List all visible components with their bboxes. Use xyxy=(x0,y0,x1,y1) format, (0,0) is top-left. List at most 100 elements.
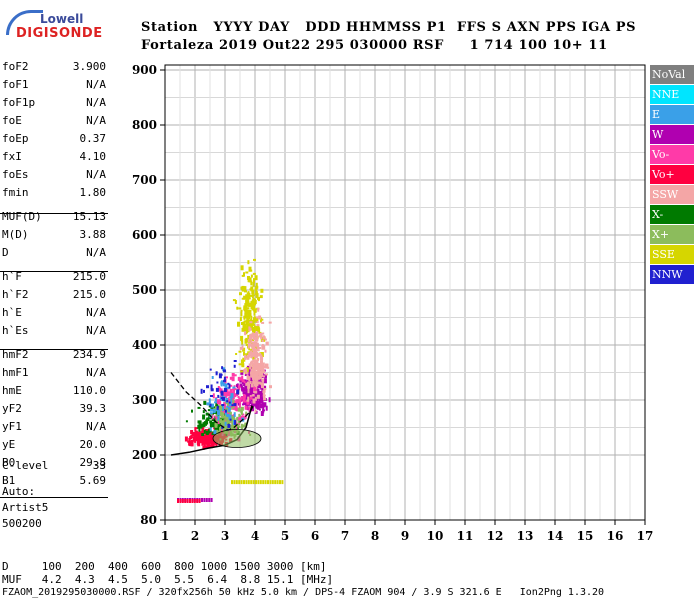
legend-item-7: X- xyxy=(650,205,694,224)
x-tick-label: 6 xyxy=(311,529,319,543)
data-point xyxy=(246,401,250,405)
data-point xyxy=(237,417,241,422)
data-point xyxy=(215,426,219,430)
data-point xyxy=(254,371,258,376)
chart-points xyxy=(177,258,284,503)
data-point xyxy=(224,383,228,389)
data-point xyxy=(216,381,219,384)
data-point xyxy=(246,307,250,310)
strip-point xyxy=(203,498,206,502)
param-value: 215.0 xyxy=(72,288,106,301)
y-tick-label: 600 xyxy=(132,228,157,242)
legend-item-3: W xyxy=(650,125,694,144)
data-point xyxy=(224,418,228,422)
strip-point xyxy=(257,480,260,485)
strip-point xyxy=(235,480,238,485)
data-point xyxy=(205,412,209,416)
data-point xyxy=(229,384,233,387)
data-point xyxy=(255,328,258,331)
data-point xyxy=(244,290,247,293)
data-point xyxy=(259,403,262,409)
data-point xyxy=(263,375,265,378)
param-value: 3.88 xyxy=(79,228,107,241)
data-point xyxy=(249,319,252,323)
data-point xyxy=(211,376,214,379)
data-point xyxy=(255,374,258,379)
data-point xyxy=(253,359,256,364)
data-point xyxy=(231,376,235,382)
data-point xyxy=(264,385,267,389)
data-point xyxy=(238,404,241,409)
data-point xyxy=(245,271,249,274)
data-point xyxy=(227,382,230,385)
data-point xyxy=(226,420,230,423)
data-point xyxy=(254,325,256,329)
data-point xyxy=(247,342,251,346)
data-point xyxy=(245,400,248,406)
data-point xyxy=(225,391,229,397)
data-point xyxy=(228,398,232,403)
data-point xyxy=(244,354,247,360)
data-point xyxy=(214,426,217,431)
strip-point xyxy=(271,480,274,485)
param-key: fmin xyxy=(2,186,29,199)
x-tick-label: 10 xyxy=(427,529,444,543)
data-point xyxy=(209,403,212,407)
data-point xyxy=(222,410,226,413)
data-point xyxy=(239,383,243,388)
data-point xyxy=(260,354,263,357)
data-point xyxy=(245,328,249,333)
data-point xyxy=(248,266,252,272)
data-point xyxy=(218,387,221,392)
bottom-line3: FZAOM_2019295030000.RSF / 320fx256h 50 k… xyxy=(2,587,605,598)
data-point xyxy=(264,363,268,369)
data-point xyxy=(245,320,249,326)
param-row-16: hmF1 N/A xyxy=(2,366,106,384)
param-key: C-level xyxy=(2,459,49,472)
strip-point xyxy=(233,480,236,485)
data-point xyxy=(244,314,247,319)
data-point xyxy=(252,377,255,383)
data-point xyxy=(258,375,262,379)
data-point xyxy=(220,423,223,429)
param-value: N/A xyxy=(86,78,106,91)
data-point xyxy=(256,365,259,368)
data-point xyxy=(237,321,240,327)
data-point xyxy=(254,300,257,304)
data-point xyxy=(220,390,224,396)
data-point xyxy=(250,322,253,326)
data-point xyxy=(203,429,206,434)
data-point xyxy=(195,427,198,430)
data-point xyxy=(239,292,242,296)
param-row-4: foEp 0.37 xyxy=(2,132,106,150)
data-point xyxy=(225,376,228,379)
data-point xyxy=(208,440,212,443)
data-point xyxy=(252,354,256,357)
data-point xyxy=(253,310,256,316)
legend-item-9: SSE xyxy=(650,245,694,264)
data-point xyxy=(215,417,219,422)
param-value: 4.10 xyxy=(79,150,107,163)
param-value: 0.37 xyxy=(79,132,107,145)
data-point xyxy=(212,410,216,413)
strip-point xyxy=(181,499,184,503)
data-point xyxy=(253,302,257,306)
data-point xyxy=(250,280,253,286)
data-point xyxy=(241,389,244,392)
data-point xyxy=(268,397,271,403)
data-point xyxy=(250,383,254,388)
data-point xyxy=(249,401,252,404)
data-point xyxy=(228,383,231,389)
data-point xyxy=(242,403,244,406)
data-point xyxy=(250,302,254,308)
data-point xyxy=(200,437,203,440)
data-point xyxy=(257,383,260,388)
data-point xyxy=(260,382,264,386)
data-point xyxy=(242,413,244,416)
data-point xyxy=(249,294,253,297)
data-point xyxy=(233,423,236,427)
x-tick-label: 14 xyxy=(547,529,564,543)
legend-item-5: Vo+ xyxy=(650,165,694,184)
data-point xyxy=(198,438,202,441)
data-point xyxy=(249,352,253,356)
